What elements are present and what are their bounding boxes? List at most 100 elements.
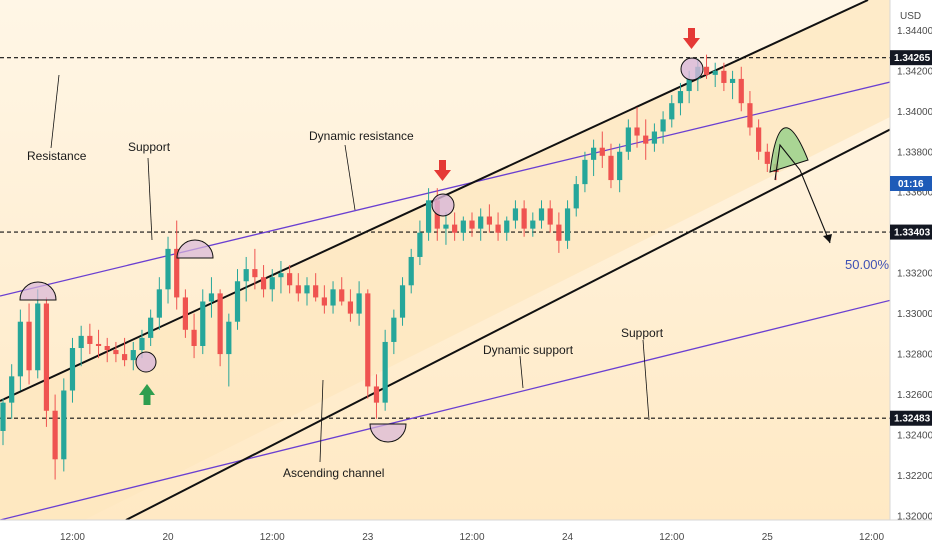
candle — [634, 107, 640, 148]
time-tick-label: 23 — [362, 532, 374, 543]
annotation-ascending-channel: Ascending channel — [283, 466, 384, 480]
candle — [243, 256, 249, 302]
fib-level-label: 50.00% — [845, 257, 890, 272]
projection-path — [774, 143, 831, 244]
time-tick-label: 12:00 — [859, 532, 884, 543]
candle — [43, 297, 50, 427]
candle — [504, 216, 510, 241]
dyn-sup-pointer — [519, 355, 524, 389]
price-tick-label: 1.33000 — [897, 309, 932, 320]
candle — [182, 289, 188, 338]
level-resistance-value: 1.34265 — [894, 53, 931, 64]
projection-arc — [769, 127, 809, 173]
candle — [269, 269, 275, 302]
candle — [217, 289, 223, 367]
candle — [452, 212, 458, 241]
candle — [399, 277, 406, 326]
candle — [703, 54, 710, 79]
candle — [486, 204, 492, 233]
candle — [347, 289, 354, 322]
candle — [321, 285, 327, 314]
candle — [712, 62, 718, 88]
level-mid-tag — [890, 224, 932, 240]
annotation-dynamic-resistance: Dynamic resistance — [309, 129, 414, 143]
candle — [521, 200, 527, 237]
candle — [287, 265, 293, 294]
price-tick-label: 1.32200 — [897, 471, 932, 482]
countdown-tag: 01:16 — [890, 176, 932, 191]
projection-arrowhead — [823, 234, 832, 243]
price-tick-label: 1.32000 — [897, 511, 932, 522]
price-tick-label: 1.34400 — [897, 26, 932, 37]
candle — [729, 70, 736, 100]
price-tick-label: 1.32600 — [897, 390, 932, 401]
support-touch-halfcircle — [176, 239, 214, 259]
candle — [252, 248, 258, 290]
time-tick-label: 12:00 — [659, 532, 684, 543]
candle — [87, 323, 93, 355]
candle — [625, 119, 631, 160]
time-tick-label: 12:00 — [60, 532, 85, 543]
candle — [313, 273, 319, 302]
candle — [391, 309, 397, 355]
price-tick-label: 1.32400 — [897, 431, 932, 442]
level-mid-value: 1.33403 — [894, 228, 931, 239]
candle — [260, 265, 267, 298]
candle — [121, 337, 128, 367]
candle — [61, 378, 67, 472]
time-axis[interactable] — [0, 520, 932, 550]
touch-circle-channel-low — [135, 351, 157, 373]
price-tick-label: 1.33600 — [897, 188, 932, 199]
candle — [200, 289, 206, 355]
candle — [113, 341, 119, 363]
candle — [660, 111, 666, 144]
candle — [573, 176, 579, 217]
candle — [469, 212, 475, 237]
price-axis-ticks: 1.34400 1.34200 1.34000 1.33800 1.33600 1.332… — [897, 26, 932, 523]
candle — [165, 236, 171, 304]
candlestick-series — [0, 54, 779, 480]
dynamic-support-line[interactable] — [0, 290, 932, 520]
candle — [339, 277, 345, 306]
touch-circle-resistance-top — [680, 57, 704, 81]
candle — [608, 143, 614, 189]
ascending-channel-fill — [0, 0, 890, 520]
svg-text:01:16: 01:16 — [898, 179, 924, 190]
candle — [382, 329, 388, 411]
candle — [148, 309, 154, 346]
candle — [643, 119, 649, 160]
candle — [764, 143, 770, 172]
candle — [373, 374, 380, 419]
candle — [617, 143, 623, 193]
candle — [104, 337, 110, 363]
candle — [738, 66, 744, 112]
support2-pointer — [642, 339, 650, 421]
candle — [9, 364, 15, 419]
candle — [599, 131, 605, 168]
candle — [17, 309, 23, 391]
candle — [69, 337, 76, 403]
candle — [669, 95, 675, 128]
candle — [26, 303, 32, 385]
candle — [295, 273, 301, 302]
support1-pointer — [147, 157, 153, 241]
candle — [365, 289, 371, 399]
resistance-pointer — [50, 74, 60, 149]
currency-label: USD — [900, 11, 921, 22]
candle — [278, 261, 284, 294]
price-level-tags: 1.34265 1.33403 1.32483 — [890, 50, 932, 426]
candle — [356, 281, 362, 326]
candle — [460, 216, 466, 241]
candle — [747, 91, 753, 136]
candle — [130, 341, 136, 371]
channel-pointer — [319, 379, 324, 463]
time-tick-label: 24 — [562, 532, 574, 543]
candle — [530, 212, 536, 237]
price-tick-label: 1.33200 — [897, 269, 932, 280]
price-axis[interactable] — [890, 0, 932, 520]
channel-lower-line[interactable] — [125, 108, 932, 520]
arrow-down-icon — [434, 160, 451, 181]
dynamic-resistance-line[interactable] — [0, 72, 932, 297]
